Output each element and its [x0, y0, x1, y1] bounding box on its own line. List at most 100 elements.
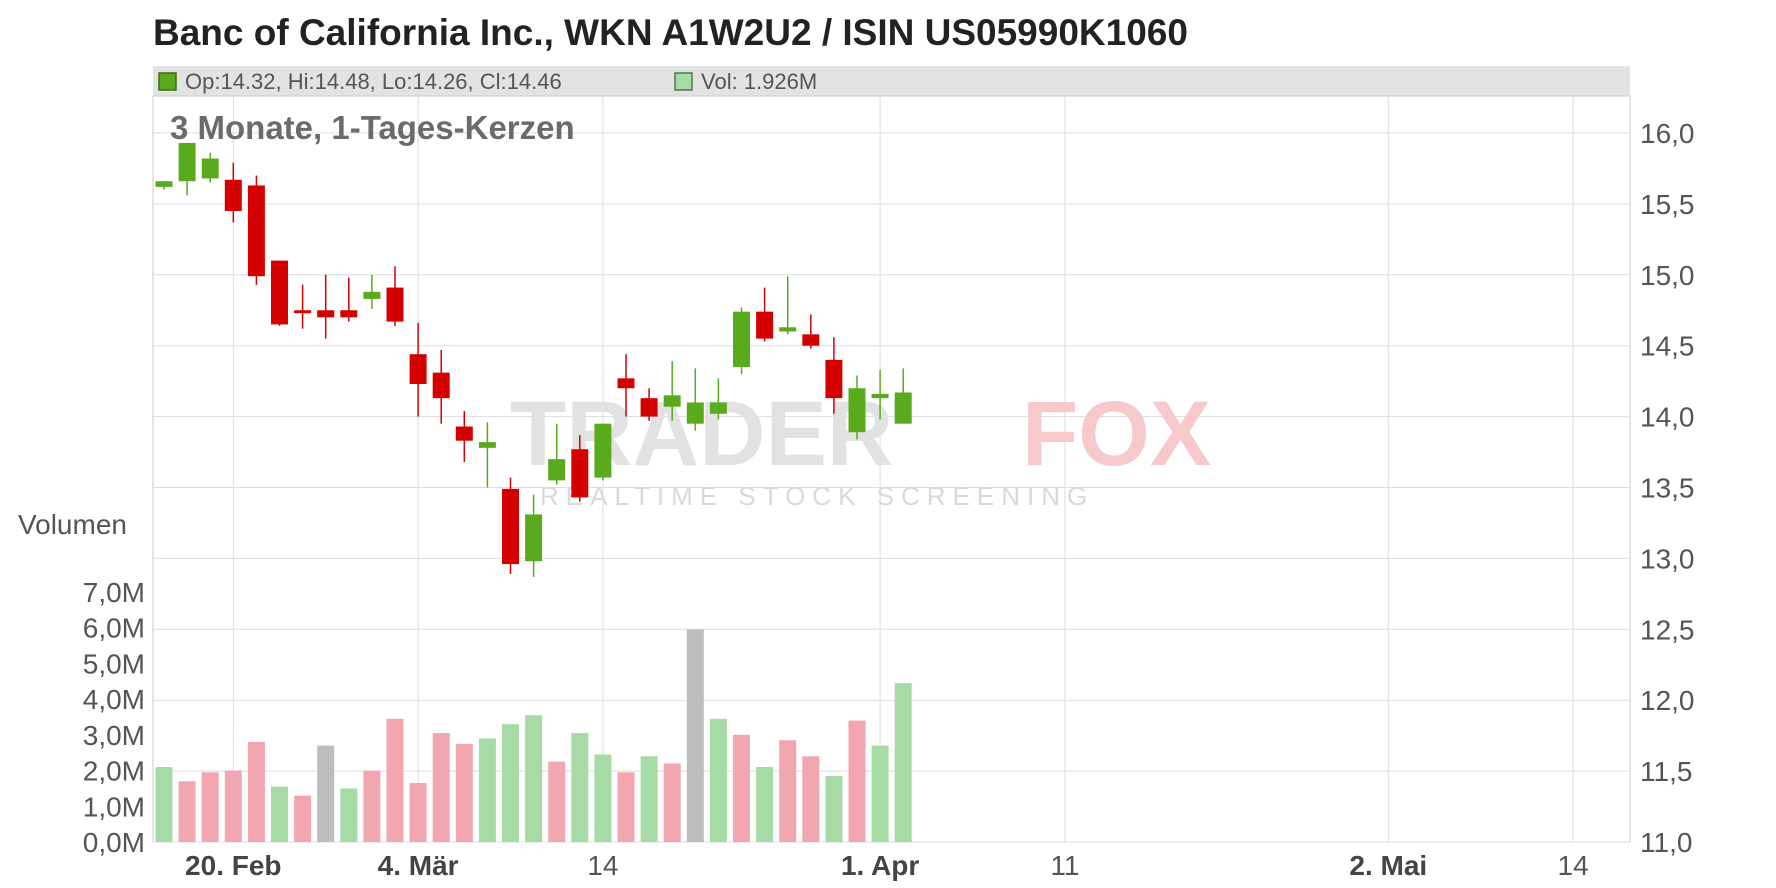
candle — [247, 175, 265, 285]
volume-bar — [271, 786, 288, 842]
price-tick-label: 15,5 — [1640, 189, 1695, 220]
chart-title: Banc of California Inc., WKN A1W2U2 / IS… — [153, 12, 1188, 53]
price-tick-label: 13,0 — [1640, 543, 1695, 574]
price-tick-label: 15,0 — [1640, 260, 1695, 291]
volume-bar — [178, 781, 196, 842]
volume-bar — [155, 767, 173, 842]
candle — [178, 142, 196, 196]
candle-body — [663, 395, 681, 407]
volume-bar — [686, 629, 704, 842]
volume-tick-label: 3,0M — [83, 720, 145, 751]
date-tick-label: 14 — [587, 850, 618, 881]
candle — [478, 422, 496, 488]
candle — [709, 378, 727, 420]
price-axis: 16,0 15,5 15,0 14,5 14,0 13,5 13,0 12,5 12,0 11,5… — [1640, 118, 1695, 858]
volume-tick-label: 4,0M — [83, 684, 145, 715]
candle — [756, 287, 774, 342]
candle — [571, 435, 589, 502]
candle-body — [247, 185, 265, 277]
volume-axis: 7,0M 6,0M 5,0M 4,0M 3,0M 2,0M 1,0M 0,0M — [83, 577, 145, 858]
candle-body — [894, 392, 912, 424]
candle-body — [224, 179, 242, 211]
candle — [340, 277, 358, 322]
volume-bar — [502, 724, 519, 842]
candle — [271, 260, 288, 326]
candle-body — [548, 459, 566, 481]
volume-bar — [386, 718, 404, 842]
volume-bar — [756, 767, 774, 842]
volume-bar — [894, 683, 912, 842]
candle-body — [686, 402, 704, 424]
candle — [617, 354, 635, 417]
volume-bar — [825, 775, 843, 842]
price-tick-label: 11,5 — [1640, 756, 1692, 787]
candle-body — [825, 359, 843, 399]
candle — [848, 375, 866, 440]
volume-bar — [802, 756, 820, 842]
volume-legend-swatch — [674, 72, 693, 91]
price-tick-label: 14,5 — [1640, 331, 1695, 362]
candle-body — [525, 514, 543, 562]
volume-bar — [571, 733, 589, 842]
volume-legend-text: Vol: 1.926M — [701, 69, 817, 94]
volume-bar — [733, 734, 750, 842]
candle-body — [178, 142, 196, 182]
candle — [548, 423, 566, 485]
candle-body — [571, 449, 589, 498]
candle — [455, 410, 473, 462]
volume-tick-label: 0,0M — [83, 827, 145, 858]
candle-body — [294, 310, 312, 314]
volume-bar — [247, 742, 265, 842]
candle — [871, 369, 889, 420]
volume-bar — [779, 740, 797, 842]
candle-body — [617, 378, 635, 389]
price-tick-label: 13,5 — [1640, 473, 1695, 504]
volume-bar — [640, 756, 658, 842]
volume-bar — [224, 770, 242, 842]
price-tick-label: 12,5 — [1640, 614, 1695, 645]
candle-body — [386, 287, 404, 322]
date-tick-label: 14 — [1558, 850, 1589, 881]
candle — [894, 368, 912, 424]
candle — [594, 423, 612, 481]
candle-body — [340, 310, 358, 318]
candle — [663, 361, 681, 421]
candle-body — [709, 402, 727, 414]
candle-body — [271, 260, 288, 325]
candle — [779, 276, 797, 335]
volume-tick-label: 7,0M — [83, 577, 145, 608]
candle-body — [363, 291, 381, 299]
volume-tick-label: 1,0M — [83, 791, 145, 822]
candle — [224, 162, 242, 223]
volume-bar — [525, 715, 543, 842]
candle-body — [802, 334, 820, 346]
date-axis: 20. Feb 4. Mär 14 1. Apr 11 2. Mai 14 — [185, 850, 1589, 881]
volume-bar — [363, 770, 381, 842]
candle-body — [594, 423, 612, 478]
volume-bar — [478, 738, 496, 842]
date-tick-label: 2. Mai — [1349, 850, 1427, 881]
candle — [502, 477, 519, 574]
candle — [640, 388, 658, 421]
volume-bar — [848, 720, 866, 842]
candle — [294, 284, 312, 329]
candle — [386, 266, 404, 326]
candle-body — [201, 158, 219, 179]
date-tick-label: 20. Feb — [185, 850, 281, 881]
candle — [201, 152, 219, 183]
candle-body — [640, 398, 658, 417]
candle — [525, 494, 543, 577]
volume-bar — [709, 718, 727, 842]
volume-axis-title: Volumen — [18, 509, 127, 540]
candlesticks — [155, 142, 912, 577]
legend-bar — [153, 66, 1630, 96]
candle-body — [848, 388, 866, 433]
candle-body — [317, 310, 335, 318]
volume-bar — [663, 763, 681, 842]
candle-body — [455, 426, 473, 441]
candle — [802, 314, 820, 349]
date-tick-label: 1. Apr — [841, 850, 919, 881]
candle — [409, 323, 427, 417]
volume-bar — [455, 743, 473, 842]
watermark-trader: TRADER — [510, 383, 893, 485]
